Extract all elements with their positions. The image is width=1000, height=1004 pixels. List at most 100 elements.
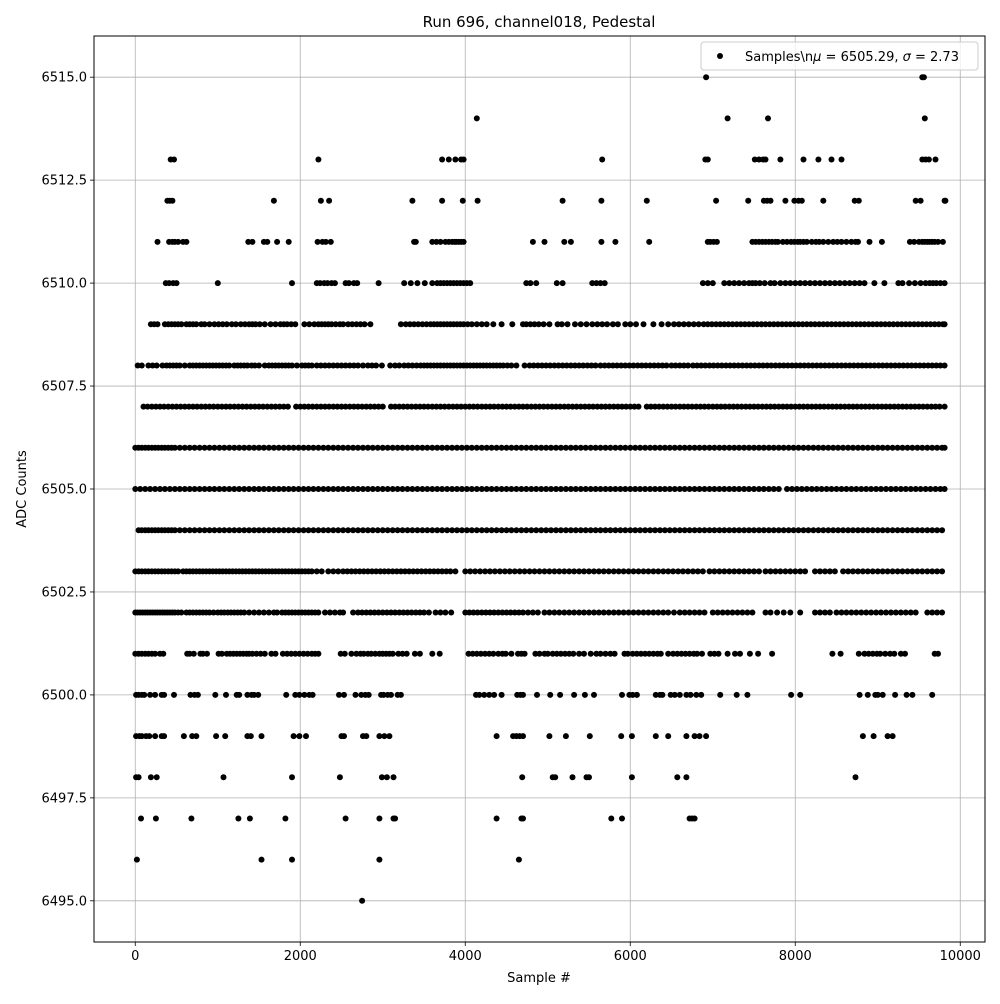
data-point: [419, 321, 426, 328]
data-point: [211, 321, 218, 328]
data-point: [789, 362, 795, 369]
data-point: [782, 280, 789, 287]
data-point: [760, 444, 767, 451]
data-point: [942, 197, 949, 204]
data-point: [632, 444, 639, 451]
data-point: [787, 609, 794, 616]
data-point: [612, 486, 619, 492]
data-point: [626, 362, 633, 369]
data-point: [759, 403, 766, 410]
data-point: [562, 527, 569, 534]
data-point: [443, 568, 450, 575]
data-point: [340, 609, 347, 616]
data-point: [741, 280, 748, 287]
data-point: [363, 733, 370, 740]
data-point: [551, 568, 558, 575]
data-point: [650, 609, 657, 616]
data-point: [260, 444, 267, 451]
data-point: [486, 691, 493, 698]
data-point: [665, 733, 672, 740]
data-point: [878, 238, 885, 245]
data-point: [637, 527, 644, 534]
data-point: [397, 691, 404, 698]
data-point: [463, 486, 470, 492]
data-point: [392, 815, 399, 822]
data-point: [340, 444, 347, 451]
data-point: [808, 403, 815, 410]
data-point: [468, 486, 475, 492]
data-point: [665, 650, 672, 657]
data-point: [408, 403, 415, 410]
data-point: [399, 444, 406, 451]
data-point: [632, 486, 639, 492]
data-point: [598, 197, 605, 204]
data-point: [161, 733, 168, 740]
data-point: [711, 568, 718, 575]
data-point: [737, 650, 743, 657]
data-point: [330, 568, 337, 575]
data-point: [144, 403, 151, 410]
data-point: [173, 403, 180, 410]
data-point: [607, 527, 614, 534]
data-point: [404, 444, 411, 451]
data-point: [292, 321, 299, 328]
y-axis-label: ADC Counts: [15, 450, 30, 528]
x-tick-label: 2000: [284, 949, 317, 964]
data-point: [670, 568, 677, 575]
data-point: [907, 609, 914, 616]
data-point: [389, 568, 396, 575]
data-point: [777, 156, 784, 163]
data-point: [357, 321, 364, 328]
data-point: [563, 362, 570, 369]
data-point: [841, 280, 848, 287]
data-point: [826, 609, 833, 616]
data-point: [186, 444, 193, 451]
data-point: [941, 486, 948, 492]
data-point: [288, 650, 295, 657]
data-point: [409, 444, 416, 451]
data-point: [313, 362, 320, 369]
data-point: [430, 568, 437, 575]
data-point: [190, 403, 196, 410]
data-point: [396, 362, 403, 369]
data-point: [571, 568, 578, 575]
data-point: [243, 403, 250, 410]
data-point: [215, 321, 222, 328]
data-point: [526, 568, 533, 575]
data-point: [706, 444, 713, 451]
data-point: [508, 486, 515, 492]
data-point: [540, 321, 547, 328]
data-point: [657, 527, 663, 534]
data-point: [817, 403, 823, 410]
data-point: [376, 733, 383, 740]
data-point: [704, 321, 711, 328]
data-point: [157, 403, 163, 410]
data-point: [838, 362, 845, 369]
data-point: [718, 362, 725, 369]
data-point: [524, 403, 531, 410]
data-point: [491, 691, 498, 698]
data-point: [367, 609, 374, 616]
data-point: [147, 486, 154, 492]
data-point: [746, 486, 752, 492]
data-point: [533, 444, 540, 451]
data-point: [261, 650, 268, 657]
data-point: [803, 238, 810, 245]
data-point: [474, 403, 481, 410]
data-point: [772, 568, 779, 575]
data-point: [886, 321, 893, 328]
data-point: [933, 362, 940, 369]
data-point: [304, 650, 311, 657]
data-point: [559, 197, 566, 204]
data-point: [527, 280, 534, 287]
data-point: [873, 321, 880, 328]
data-point: [899, 280, 906, 287]
data-point: [359, 403, 366, 410]
data-point: [701, 609, 708, 616]
data-point: [331, 609, 338, 616]
data-point: [181, 403, 188, 410]
data-point: [300, 527, 307, 534]
data-point: [315, 486, 322, 492]
data-point: [624, 650, 631, 657]
data-point: [567, 238, 574, 245]
